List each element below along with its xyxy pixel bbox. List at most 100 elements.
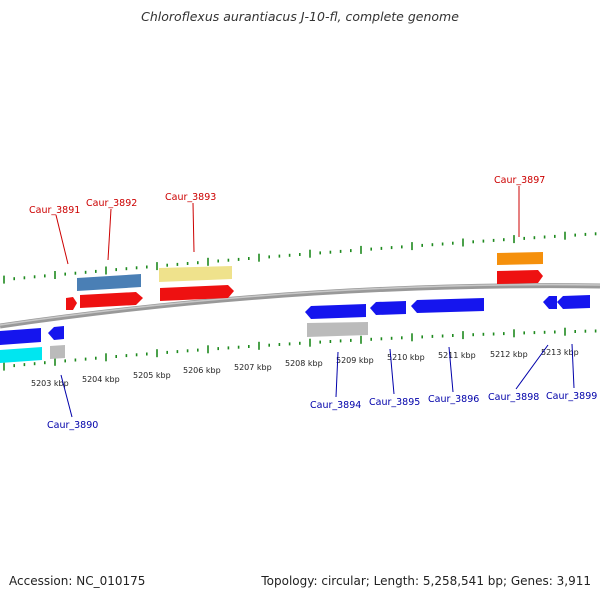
leader-line-caur3890	[60, 374, 73, 418]
minor-tick	[452, 241, 454, 245]
minor-tick	[370, 337, 372, 341]
minor-tick	[350, 249, 352, 253]
minor-tick	[115, 268, 117, 272]
minor-tick	[197, 348, 199, 352]
major-tick	[156, 349, 158, 358]
minor-tick	[95, 269, 97, 273]
gene-label-caur3898[interactable]: Caur_3898	[488, 392, 539, 403]
scale-label: 5203 kbp	[31, 379, 69, 388]
minor-tick	[64, 272, 66, 276]
gene-feature-caur3898[interactable]	[543, 296, 557, 309]
minor-tick	[166, 350, 168, 354]
minor-tick	[594, 329, 597, 333]
minor-tick	[74, 358, 77, 362]
minor-tick	[339, 339, 342, 343]
gene-label-caur3890[interactable]: Caur_3890	[47, 420, 98, 431]
minor-tick	[248, 345, 250, 348]
gene-feature-caur3890[interactable]	[48, 326, 64, 340]
major-tick	[3, 275, 5, 284]
gene-feature-caur3895[interactable]	[370, 301, 406, 315]
minor-tick	[329, 250, 332, 254]
gene-feature-caur3899[interactable]	[557, 295, 590, 309]
gene-feature-caur3897-upper[interactable]	[497, 252, 543, 265]
minor-tick	[329, 340, 332, 343]
scale-label: 5204 kbp	[82, 375, 120, 384]
minor-tick	[44, 274, 46, 278]
minor-tick	[472, 333, 474, 337]
minor-tick	[146, 265, 148, 269]
major-tick	[564, 231, 566, 240]
gene-feature-caur3897[interactable]	[497, 270, 543, 284]
minor-tick	[523, 236, 525, 240]
minor-tick	[594, 232, 597, 236]
forward-features	[66, 252, 543, 310]
major-tick	[309, 249, 311, 258]
major-tick	[360, 335, 362, 344]
minor-tick	[44, 361, 46, 365]
scale-label: 5208 kbp	[285, 359, 323, 368]
reverse-strand-ticks	[3, 327, 597, 371]
leader-line-caur3894	[335, 351, 339, 398]
scale-label: 5211 kbp	[438, 351, 476, 360]
minor-tick	[533, 331, 536, 335]
minor-tick	[95, 356, 97, 360]
minor-tick	[278, 254, 281, 258]
gene-label-caur3894[interactable]: Caur_3894	[310, 400, 361, 411]
minor-tick	[146, 352, 148, 356]
minor-tick	[74, 271, 77, 275]
major-tick	[105, 266, 107, 275]
gene-feature-caur3890-gray[interactable]	[50, 345, 65, 359]
gene-feature-caur3892[interactable]	[80, 292, 143, 308]
major-tick	[411, 242, 413, 251]
gene-feature-caur3894-gray[interactable]	[307, 322, 368, 337]
minor-tick	[319, 251, 321, 255]
minor-tick	[401, 336, 403, 340]
minor-tick	[380, 337, 383, 341]
major-tick	[54, 357, 56, 366]
minor-tick	[584, 232, 587, 236]
minor-tick	[401, 245, 403, 249]
major-tick	[513, 329, 515, 338]
minor-tick	[248, 257, 250, 260]
gene-feature-caur3894[interactable]	[305, 304, 366, 319]
minor-tick	[33, 362, 36, 366]
gene-label-caur3897[interactable]: Caur_3897	[494, 175, 545, 186]
minor-tick	[227, 258, 230, 262]
map-title: Chloroflexus aurantiacus J-10-fl, comple…	[141, 9, 459, 24]
minor-tick	[390, 336, 393, 340]
minor-tick	[390, 246, 393, 250]
major-tick	[462, 238, 464, 247]
minor-tick	[482, 332, 485, 336]
reverse-features	[0, 295, 590, 363]
minor-tick	[452, 334, 454, 337]
minor-tick	[13, 364, 15, 368]
gene-label-caur3892[interactable]: Caur_3892	[86, 198, 137, 209]
minor-tick	[23, 363, 26, 367]
leader-line-caur3899	[571, 343, 575, 389]
gene-feature-caur3893[interactable]	[160, 285, 234, 301]
minor-tick	[339, 249, 342, 253]
minor-tick	[135, 353, 138, 357]
minor-tick	[503, 332, 505, 336]
gene-feature-caur3896[interactable]	[411, 298, 484, 313]
gene-feature-left-cyan[interactable]	[0, 347, 42, 363]
minor-tick	[554, 234, 556, 238]
gene-label-caur3899[interactable]: Caur_3899	[546, 391, 597, 402]
minor-tick	[319, 340, 321, 344]
major-tick	[3, 362, 5, 371]
major-tick	[105, 353, 107, 362]
gene-feature-left-edge[interactable]	[0, 328, 41, 345]
gene-label-caur3891[interactable]: Caur_3891	[29, 205, 80, 216]
gene-feature-caur3891[interactable]	[66, 297, 77, 310]
major-tick	[156, 262, 158, 271]
gene-label-caur3895[interactable]: Caur_3895	[369, 397, 420, 408]
gene-label-caur3896[interactable]: Caur_3896	[428, 394, 479, 405]
gene-feature-caur3893-upper[interactable]	[159, 266, 232, 282]
minor-tick	[299, 253, 301, 256]
gene-feature-caur3892-upper[interactable]	[77, 274, 141, 291]
minor-tick	[431, 334, 434, 338]
major-tick	[564, 327, 566, 336]
gene-label-caur3893[interactable]: Caur_3893	[165, 192, 216, 203]
scale-label: 5205 kbp	[133, 371, 171, 380]
